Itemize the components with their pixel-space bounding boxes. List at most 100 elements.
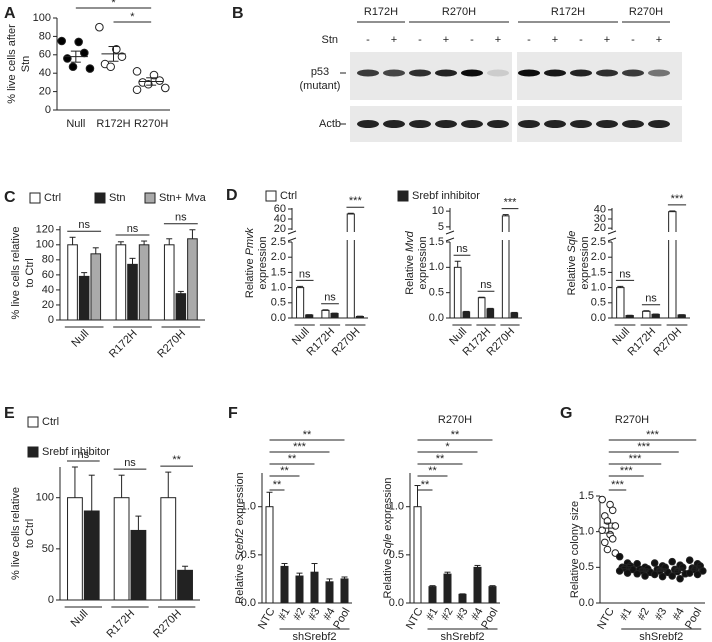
bar bbox=[677, 314, 686, 319]
significance-label: *** bbox=[620, 465, 634, 477]
data-point bbox=[668, 557, 676, 566]
data-point bbox=[676, 574, 684, 583]
data-point bbox=[160, 83, 170, 93]
y-tick-label: 60 bbox=[274, 203, 286, 215]
data-point bbox=[95, 22, 104, 32]
y-axis-label-part: Relative bbox=[382, 559, 394, 599]
blot-band bbox=[357, 120, 379, 128]
bar bbox=[473, 566, 482, 604]
significance-label: ** bbox=[273, 479, 282, 491]
axis-break-gap bbox=[609, 232, 690, 240]
y-tick-label: 0.0 bbox=[429, 312, 444, 324]
blot-band bbox=[435, 120, 457, 128]
panel-letter: B bbox=[232, 5, 244, 22]
lane-group-label: R172H bbox=[364, 6, 398, 18]
group-significance: ns bbox=[480, 279, 492, 291]
significance-label: ** bbox=[303, 429, 312, 441]
significance-label: ** bbox=[280, 465, 289, 477]
y-axis-label: to Ctrl bbox=[24, 258, 36, 287]
bar bbox=[330, 312, 339, 319]
y-tick-label: 80 bbox=[39, 30, 51, 42]
bar bbox=[175, 293, 187, 321]
bar bbox=[462, 311, 471, 319]
blot-band bbox=[622, 120, 644, 128]
blot-band bbox=[544, 120, 566, 128]
significance-label: ** bbox=[428, 465, 437, 477]
bar bbox=[280, 565, 289, 604]
y-axis-label-part: Relative bbox=[234, 564, 246, 604]
blot-band bbox=[596, 120, 618, 128]
bar bbox=[138, 244, 150, 321]
blot-band bbox=[409, 120, 431, 128]
y-tick-label: 20 bbox=[39, 86, 51, 98]
data-point bbox=[74, 37, 83, 47]
blot-band bbox=[409, 69, 431, 77]
y-axis-label: to Ctrl bbox=[24, 519, 36, 548]
x-tick-label: #4 bbox=[670, 606, 687, 623]
axis-break-gap bbox=[447, 232, 522, 240]
lane-sign: - bbox=[470, 34, 474, 46]
y-tick-label: 0.5 bbox=[579, 561, 594, 573]
x-tick-label: Null bbox=[290, 326, 312, 348]
x-tick-label: #4 bbox=[469, 606, 486, 623]
bar bbox=[486, 308, 495, 319]
x-tick-label: R172H bbox=[107, 328, 140, 361]
group-significance: ns bbox=[619, 268, 631, 280]
y-axis-label: % live cells after bbox=[6, 24, 18, 104]
y-axis-label-gene: Mvd bbox=[404, 230, 416, 252]
bar bbox=[501, 215, 510, 319]
x-tick-label: Pool bbox=[683, 606, 704, 631]
bar bbox=[346, 213, 355, 319]
y-tick-label: 2.5 bbox=[591, 236, 606, 248]
x-tick-label: R270H bbox=[155, 328, 188, 361]
blot-band bbox=[648, 69, 670, 77]
data-point bbox=[144, 79, 153, 89]
blot-band bbox=[487, 69, 509, 77]
y-tick-label: 1.0 bbox=[591, 282, 606, 294]
y-tick-label: 2.5 bbox=[271, 236, 286, 248]
data-point bbox=[80, 48, 89, 58]
axis-break-gap bbox=[289, 232, 368, 240]
y-tick-label: 10 bbox=[432, 205, 444, 217]
significance-label: * bbox=[445, 441, 450, 453]
data-point bbox=[106, 62, 115, 72]
bar bbox=[510, 312, 519, 319]
y-axis-label-gene: Pmvk bbox=[244, 227, 256, 255]
x-tick-label: R270H bbox=[134, 118, 168, 130]
significance-label: *** bbox=[637, 441, 651, 453]
bar bbox=[453, 266, 462, 319]
y-axis-label: Relative Srebf2 expression bbox=[234, 472, 246, 603]
x-tick-label: R270H bbox=[330, 326, 363, 359]
y-tick-label: 80 bbox=[42, 254, 54, 266]
bar bbox=[163, 244, 175, 321]
bar bbox=[296, 287, 305, 319]
group-significance: ns bbox=[456, 243, 468, 255]
data-point bbox=[650, 559, 659, 567]
lane-sign: - bbox=[418, 34, 422, 46]
blot-band bbox=[622, 69, 644, 77]
significance-label: *** bbox=[646, 429, 660, 441]
bar bbox=[78, 275, 90, 321]
y-axis-label: % live cells relative bbox=[10, 487, 22, 580]
data-point bbox=[85, 64, 95, 73]
lane-sign: - bbox=[527, 34, 531, 46]
x-axis-label: shSrebf2 bbox=[440, 631, 484, 642]
panel-letter: C bbox=[4, 189, 16, 206]
legend-label: Srebf inhibitor bbox=[42, 446, 110, 458]
axis-break bbox=[287, 230, 297, 235]
y-axis-label-gene: Sqle bbox=[382, 534, 394, 556]
x-tick-label: R270H bbox=[651, 326, 684, 359]
group-significance: *** bbox=[504, 197, 518, 209]
bar bbox=[90, 253, 102, 321]
legend-label: Ctrl bbox=[280, 190, 297, 202]
data-point bbox=[615, 552, 624, 561]
x-tick-label: NTC bbox=[595, 606, 617, 632]
y-axis-label: Stn bbox=[20, 56, 32, 73]
bar bbox=[295, 575, 304, 604]
legend-label: Ctrl bbox=[44, 192, 61, 204]
lane-sign: - bbox=[631, 34, 635, 46]
y-tick-label: 1.0 bbox=[241, 501, 256, 513]
lane-sign: + bbox=[656, 34, 662, 46]
blot-band bbox=[383, 69, 405, 77]
data-point bbox=[598, 495, 606, 504]
